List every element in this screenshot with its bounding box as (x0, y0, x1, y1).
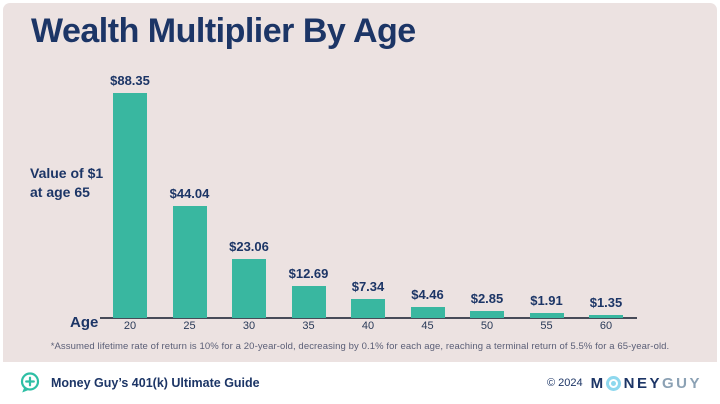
bar-tick-label: 25 (183, 320, 196, 332)
x-axis-line (100, 317, 637, 319)
bar-tick-label: 45 (421, 320, 434, 332)
target-circle-icon (606, 375, 622, 391)
bar (172, 205, 207, 318)
bar (291, 285, 326, 318)
moneyguy-logo-ney: NEY (623, 374, 662, 392)
footer: Money Guy’s 401(k) Ultimate Guide © 2024… (0, 362, 720, 404)
bar-value-label: $2.85 (470, 290, 504, 306)
bar-value-label: $23.06 (229, 239, 269, 255)
footer-right: © 2024 M NEY GUY (547, 375, 702, 392)
chat-bubble-plus-icon (18, 371, 42, 395)
y-axis-label-line1: Value of $1 (30, 165, 104, 181)
footer-left: Money Guy’s 401(k) Ultimate Guide (18, 371, 260, 395)
footer-guide-title: Money Guy’s 401(k) Ultimate Guide (51, 376, 260, 390)
bar (410, 306, 445, 318)
x-axis-title: Age (70, 314, 99, 331)
y-axis-label-line2: at age 65 (30, 184, 90, 200)
bar-tick-label: 60 (599, 320, 613, 332)
bar-value-label: $4.46 (411, 286, 444, 302)
footnote: *Assumed lifetime rate of return is 10% … (50, 341, 670, 352)
bar-value-label: $12.69 (288, 265, 329, 281)
bar (589, 314, 623, 318)
bar-tick-label: 35 (302, 320, 315, 332)
bar-tick-label: 50 (480, 320, 494, 332)
bar-value-label: $88.35 (110, 73, 150, 88)
moneyguy-logo-guy: GUY (661, 374, 702, 392)
bar-tick-label: 20 (123, 320, 137, 332)
bar-value-label: $7.34 (351, 279, 385, 295)
bar-tick-label: 30 (242, 320, 256, 332)
bar-value-label: $44.04 (169, 185, 210, 201)
bar (529, 313, 564, 318)
moneyguy-logo: M NEY GUY (591, 375, 702, 392)
copyright-text: © 2024 (547, 377, 583, 389)
bar (470, 310, 504, 318)
bar-value-label: $1.91 (530, 293, 563, 309)
moneyguy-logo-m: M (590, 374, 606, 392)
page-title: Wealth Multiplier By Age (31, 12, 416, 50)
bar (113, 93, 147, 318)
bar-tick-label: 40 (361, 320, 375, 332)
bar (232, 259, 266, 318)
bar-value-label: $1.35 (589, 294, 623, 310)
bar (351, 299, 385, 318)
bar-tick-label: 55 (540, 320, 553, 332)
y-axis-label: Value of $1 at age 65 (30, 164, 103, 202)
